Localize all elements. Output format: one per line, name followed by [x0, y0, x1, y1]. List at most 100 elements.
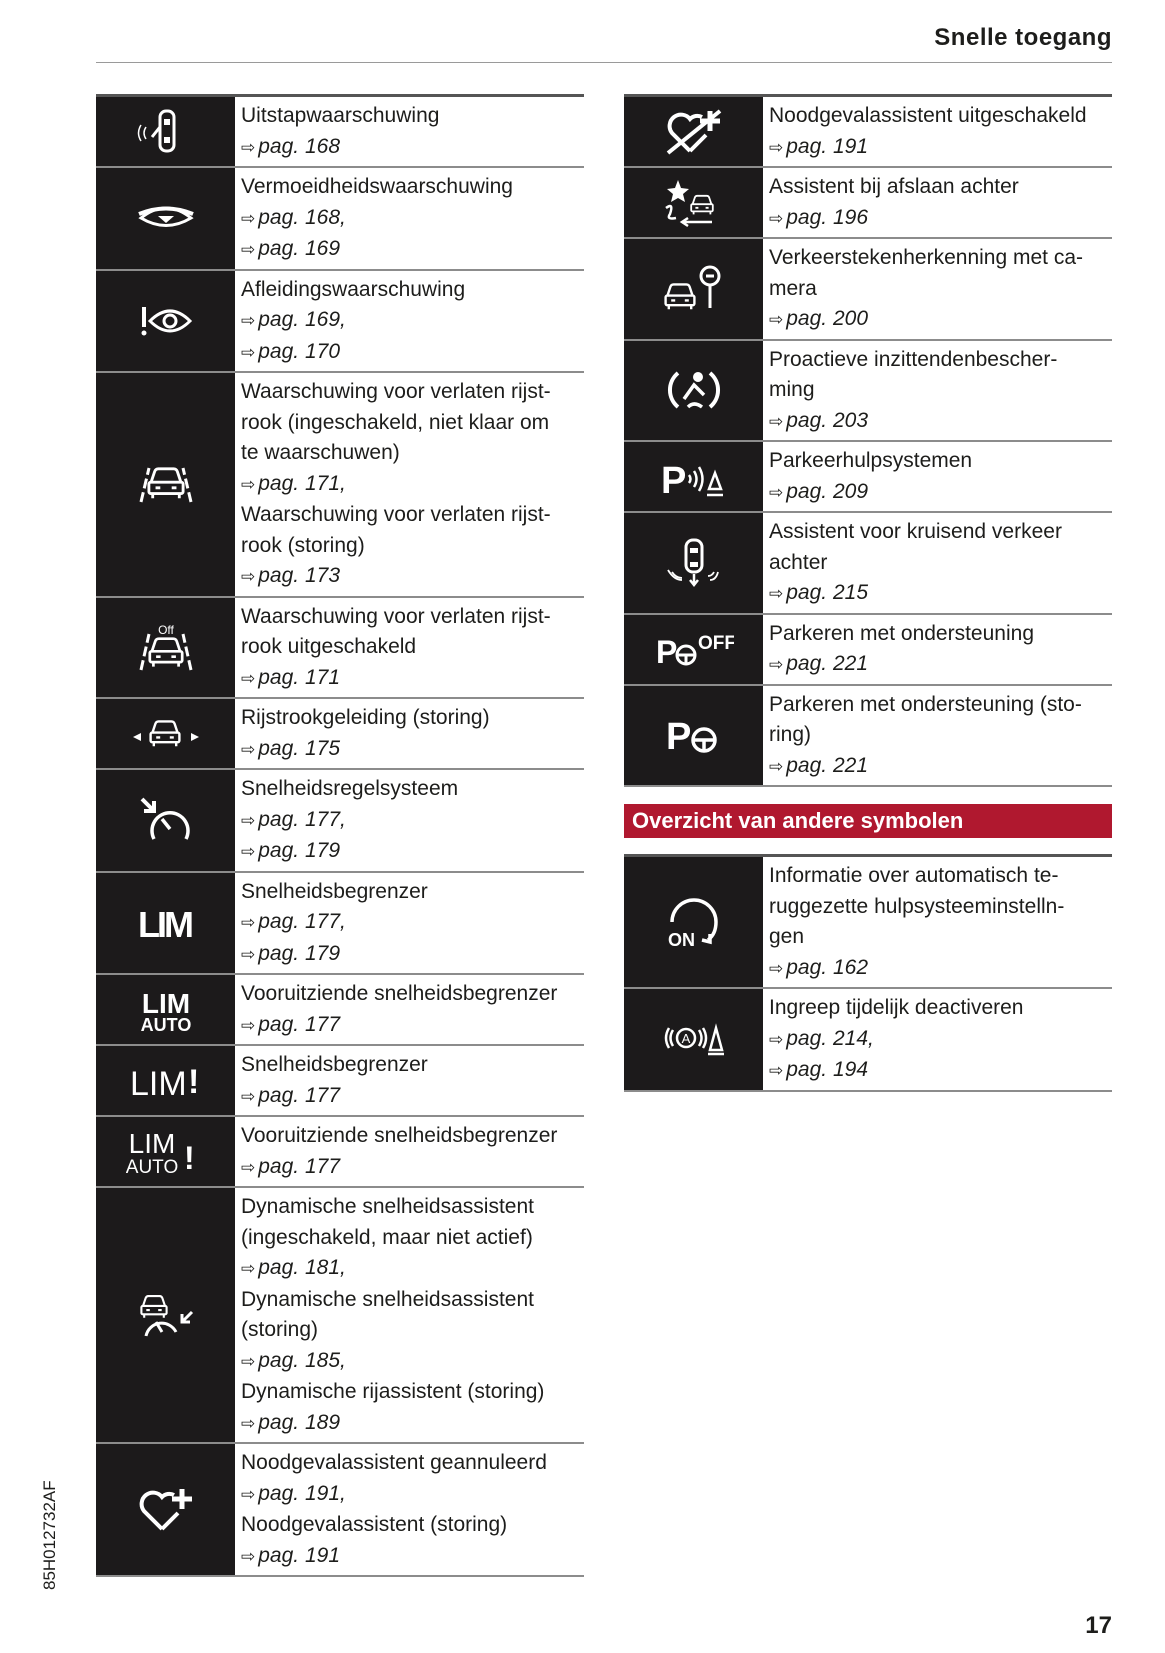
table-row: Assistent voor kruisend verkeer achter ⇨ pa…	[624, 513, 1112, 615]
page-reference-text: pag. 162	[786, 955, 868, 979]
description-line: Verkeerstekenherkenning met ca-	[769, 246, 1084, 269]
rear-cross-traffic-icon	[624, 513, 763, 613]
symbol-description: Assistent voor kruisend verkeer achter ⇨ pa…	[763, 513, 1112, 613]
page-reference-link[interactable]: ⇨ pag. 196	[769, 203, 1112, 235]
svg-text:LIM: LIM	[128, 1128, 175, 1159]
arrow-right-icon: ⇨	[241, 567, 256, 586]
park-assist-icon: P	[624, 685, 763, 785]
turn-assist-icon	[624, 168, 763, 237]
distraction-eye-icon	[96, 270, 235, 371]
page-reference-link[interactable]: ⇨ pag. 191	[241, 1541, 584, 1573]
symbol-description: Proactieve inzittendenbescher-ming ⇨ pag. …	[763, 341, 1112, 441]
symbol-description: Rijstrookgeleiding (storing) ⇨ pag. 175	[235, 699, 584, 768]
page-reference-link[interactable]: ⇨ pag. 169,	[241, 305, 584, 337]
svg-text:AUTO: AUTO	[126, 1157, 178, 1178]
page-reference-link[interactable]: ⇨ pag. 214,	[769, 1024, 1112, 1056]
page-reference-link[interactable]: ⇨ pag. 177,	[241, 907, 584, 939]
arrow-right-icon: ⇨	[241, 311, 256, 330]
description-line: (storing)	[241, 1318, 319, 1341]
svg-text:ON: ON	[668, 930, 695, 950]
page-reference-link[interactable]: ⇨ pag. 200	[769, 304, 1112, 336]
page-reference-link[interactable]: ⇨ pag. 189	[241, 1408, 584, 1440]
page-reference-link[interactable]: ⇨ pag. 173	[241, 561, 584, 593]
page-reference-text: pag. 191,	[258, 1481, 346, 1505]
page-reference-text: pag. 171,	[258, 471, 346, 495]
page-reference-link[interactable]: ⇨ pag. 170	[241, 337, 584, 369]
page-reference-text: pag. 196	[786, 205, 868, 229]
page-reference-link[interactable]: ⇨ pag. 194	[769, 1055, 1112, 1087]
arrow-right-icon: ⇨	[241, 668, 256, 688]
page-reference-link[interactable]: ⇨ pag. 171	[241, 663, 584, 695]
lim-warning-icon: LIM!	[96, 1046, 235, 1115]
page-reference-link[interactable]: ⇨ pag. 168,	[241, 203, 584, 235]
svg-text:!: !	[188, 1063, 199, 1101]
page-reference-link[interactable]: ⇨ pag. 177	[241, 1010, 584, 1042]
description-line: gen	[769, 925, 805, 948]
page-reference-link[interactable]: ⇨ pag. 171,	[241, 469, 584, 501]
page-reference-text: pag. 171	[258, 665, 340, 689]
description-line: Waarschuwing voor verlaten rijst-	[241, 380, 551, 403]
page-reference-link[interactable]: ⇨ pag. 203	[769, 406, 1112, 438]
page-reference-link[interactable]: ⇨ pag. 215	[769, 578, 1112, 610]
description-line: ring)	[769, 723, 812, 746]
page-reference-link[interactable]: ⇨ pag. 221	[769, 649, 1112, 681]
page-reference-text: pag. 177,	[258, 910, 346, 933]
auto-reset-on-icon: ON	[624, 857, 763, 987]
arrow-right-icon: ⇨	[241, 1484, 256, 1504]
lane-departure-icon	[96, 373, 235, 596]
page-reference-text: pag. 194	[786, 1058, 868, 1081]
arrow-right-icon: ⇨	[241, 913, 256, 932]
page-reference-link[interactable]: ⇨ pag. 162	[769, 953, 1112, 985]
page-reference-text: pag. 221	[786, 753, 868, 777]
section-heading: Overzicht van andere symbolen	[624, 804, 1112, 838]
arrow-right-icon: ⇨	[241, 1546, 256, 1566]
page-reference-link[interactable]: ⇨ pag. 221	[769, 751, 1112, 783]
page-reference-link[interactable]: ⇨ pag. 181,	[241, 1253, 584, 1285]
page-reference-link[interactable]: ⇨ pag. 191	[769, 132, 1112, 164]
svg-text:P: P	[661, 460, 686, 499]
svg-text:!: !	[184, 1140, 195, 1176]
description-line: Assistent voor kruisend verkeer	[769, 520, 1062, 543]
page-reference-link[interactable]: ⇨ pag. 179	[241, 836, 584, 868]
symbol-description: Dynamische snelheidsassistent (ingeschake…	[235, 1188, 584, 1442]
page-reference-link[interactable]: ⇨ pag. 191,	[241, 1479, 584, 1511]
page-reference-link[interactable]: ⇨ pag. 175	[241, 734, 584, 766]
table-row: LIM Snelheidsbegrenzer ⇨ pag. 177, ⇨ pag. 179	[96, 872, 584, 975]
page-reference-link[interactable]: ⇨ pag. 179	[241, 939, 584, 971]
symbol-description: Snelheidsbegrenzer ⇨ pag. 177	[235, 1046, 584, 1115]
page-reference-link[interactable]: ⇨ pag. 177	[241, 1152, 584, 1184]
page-reference-link[interactable]: ⇨ pag. 168	[241, 132, 584, 164]
page-reference-link[interactable]: ⇨ pag. 185,	[241, 1346, 584, 1378]
arrow-right-icon: ⇨	[241, 1413, 256, 1433]
park-assist-off-icon: P OFF	[624, 614, 763, 684]
table-row: Uitstapwaarschuwing ⇨ pag. 168	[96, 97, 584, 168]
page-reference-link[interactable]: ⇨ pag. 177,	[241, 805, 584, 837]
intervention-deactivate-icon: A	[624, 989, 763, 1090]
symbol-table-left: Uitstapwaarschuwing ⇨ pag. 168 Vermoeidheid…	[96, 94, 584, 1577]
arrow-right-icon: ⇨	[769, 655, 784, 674]
table-row: Noodgevalassistent geannuleerd ⇨ pag. 191,…	[96, 1444, 584, 1577]
arrow-right-icon: ⇨	[241, 944, 256, 964]
page-reference-link[interactable]: ⇨ pag. 177	[241, 1081, 584, 1113]
symbol-description: Verkeerstekenherkenning met ca-mera ⇨ pag.…	[763, 239, 1112, 339]
page-reference-text: pag. 179	[258, 839, 340, 862]
page-reference-link[interactable]: ⇨ pag. 209	[769, 477, 1112, 509]
page-reference-text: pag. 203	[786, 408, 868, 432]
description-line: Ingreep tijdelijk deactiveren	[769, 996, 1024, 1019]
symbol-description: Informatie over automatisch te-ruggezett…	[763, 857, 1112, 987]
table-row: P Parkeerhulpsystemen ⇨ pag. 209	[624, 442, 1112, 513]
symbol-description: Afleidingswaarschuwing ⇨ pag. 169, ⇨ pag. 17…	[235, 271, 584, 372]
description-line: Assistent bij afslaan achter	[769, 175, 1019, 198]
description-line: Dynamische rijassistent (storing)	[241, 1380, 545, 1403]
page-reference-text: pag. 209	[786, 479, 868, 503]
table-row: ON Informatie over automatisch te-ruggeze…	[624, 857, 1112, 989]
arrow-right-icon: ⇨	[241, 1015, 256, 1035]
description-line: Noodgevalassistent (storing)	[241, 1513, 508, 1536]
page-reference-text: pag. 200	[786, 307, 868, 330]
page-reference-link[interactable]: ⇨ pag. 169	[241, 234, 584, 266]
page-reference-text: pag. 191	[786, 134, 868, 158]
page-reference-text: pag. 169	[258, 237, 340, 260]
arrow-right-icon: ⇨	[769, 756, 784, 776]
occupant-protection-icon	[624, 340, 763, 440]
description-line: Snelheidsregelsysteem	[241, 777, 459, 800]
